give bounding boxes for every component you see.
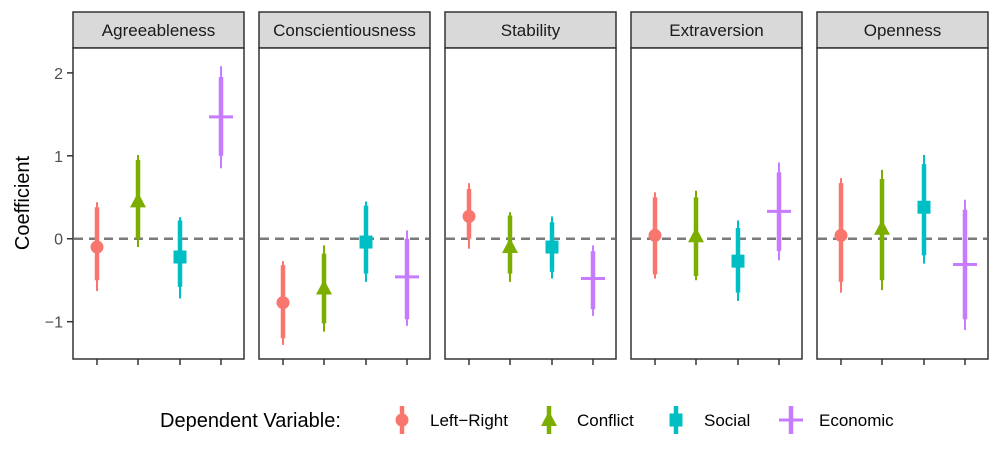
coef-conscientiousness-0 (276, 261, 290, 345)
facet-panels: Agreeableness Conscientiousness Stability E… (72, 11, 989, 365)
coef-agreeableness-3 (209, 66, 233, 169)
coef-agreeableness-1 (130, 154, 146, 248)
coef-openness-0 (834, 178, 848, 293)
legend-label: Social (704, 411, 750, 430)
coef-extraversion-1 (688, 190, 704, 281)
legend-label: Economic (819, 411, 894, 430)
facet-conscientiousness: Conscientiousness (258, 11, 431, 365)
point-estimate (581, 266, 605, 291)
coef-agreeableness-0 (90, 202, 104, 291)
point-estimate (731, 254, 745, 268)
facet-strip-label: Stability (501, 21, 561, 40)
coef-conscientiousness-2 (359, 201, 373, 282)
coef-agreeableness-2 (173, 217, 187, 299)
facet-panel-border (816, 47, 989, 360)
legend-key-marker (395, 413, 409, 427)
coef-openness-1 (874, 169, 890, 291)
point-estimate (316, 279, 332, 295)
point-estimate (209, 104, 233, 129)
facet-panel-border (444, 47, 617, 360)
legend-entry: Economic (779, 406, 894, 434)
point-estimate (502, 238, 518, 254)
facet-strip (258, 11, 431, 49)
point-estimate (688, 227, 704, 243)
facet-strip (816, 11, 989, 49)
legend-label: Conflict (577, 411, 634, 430)
point-estimate (917, 200, 931, 214)
facet-panel-border (72, 47, 245, 360)
point-estimate (648, 228, 662, 242)
facet-strip (630, 11, 803, 49)
facet-strip (72, 11, 245, 49)
y-tick-label: 1 (54, 149, 63, 166)
coef-stability-1 (502, 212, 518, 282)
point-estimate (545, 240, 559, 254)
facet-strip-label: Conscientiousness (273, 21, 416, 40)
coef-stability-2 (545, 216, 559, 279)
y-tick-label: −1 (45, 315, 63, 332)
facet-panel-border (630, 47, 803, 360)
legend-label: Left−Right (430, 411, 508, 430)
coef-openness-2 (917, 154, 931, 264)
point-estimate (767, 199, 791, 224)
point-estimate (953, 252, 977, 277)
legend-entry: Conflict (541, 406, 634, 434)
legend-title: Dependent Variable: (160, 410, 341, 432)
coef-conscientiousness-1 (316, 245, 332, 332)
point-estimate (395, 264, 419, 289)
point-estimate (90, 240, 104, 254)
facet-strip (444, 11, 617, 49)
legend-key-marker (541, 411, 557, 426)
y-axis-title: Coefficient (12, 155, 34, 250)
coef-extraversion-3 (767, 162, 791, 261)
point-estimate (276, 296, 290, 310)
point-estimate (874, 219, 890, 235)
point-estimate (834, 228, 848, 242)
coef-extraversion-2 (731, 220, 745, 301)
point-estimate (462, 209, 476, 223)
coef-extraversion-0 (648, 192, 662, 279)
facet-extraversion: Extraversion (630, 11, 803, 365)
facet-agreeableness: Agreeableness (72, 11, 245, 365)
facet-strip-label: Agreeableness (102, 21, 215, 40)
y-axis: 2 1 0 −1 (45, 66, 73, 332)
coef-stability-3 (581, 245, 605, 316)
facet-strip-label: Openness (864, 21, 942, 40)
point-estimate (130, 192, 146, 208)
legend: Dependent Variable: Left−Right Conflict Soc… (160, 406, 894, 434)
y-tick-label: 0 (54, 232, 63, 249)
coef-openness-3 (953, 199, 977, 330)
legend-key-marker (669, 413, 683, 427)
coef-conscientiousness-3 (395, 230, 419, 326)
legend-key-marker (779, 408, 803, 432)
y-tick-label: 2 (54, 66, 63, 83)
facet-strip-label: Extraversion (669, 21, 763, 40)
legend-entry: Left−Right (395, 406, 508, 434)
coef-stability-0 (462, 183, 476, 249)
facet-openness: Openness (816, 11, 989, 365)
facet-stability: Stability (444, 11, 617, 365)
legend-entry: Social (669, 406, 750, 434)
point-estimate (173, 250, 187, 264)
point-estimate (359, 235, 373, 249)
